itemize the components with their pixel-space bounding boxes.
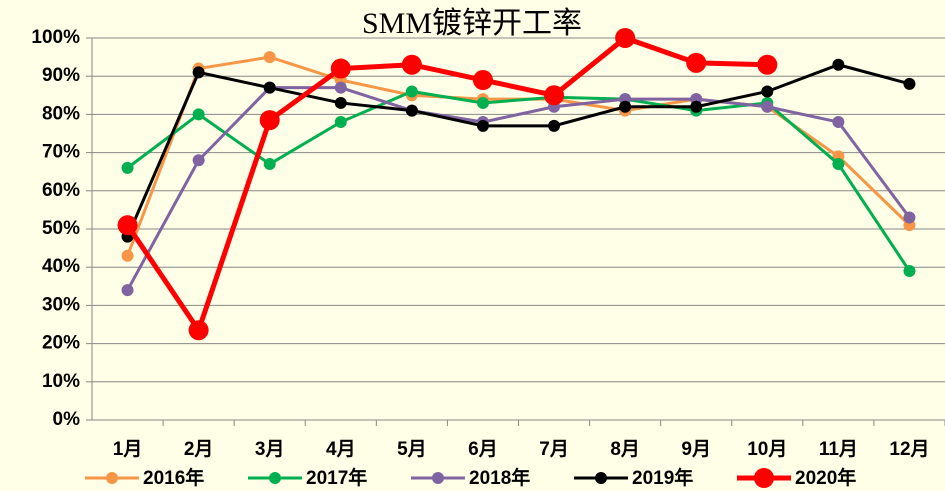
data-point — [619, 100, 632, 113]
y-tick-label: 100% — [31, 27, 80, 48]
y-tick-label: 40% — [42, 256, 80, 277]
data-point — [405, 104, 418, 117]
x-tick-label: 5月 — [397, 439, 427, 460]
data-point — [476, 119, 489, 132]
data-point — [117, 215, 138, 236]
y-tick-label: 60% — [42, 180, 80, 201]
x-tick-label: 6月 — [468, 439, 498, 460]
x-tick-label: 7月 — [539, 439, 569, 460]
x-tick-label: 9月 — [681, 439, 711, 460]
data-point — [757, 54, 778, 75]
data-point — [263, 51, 276, 64]
data-point — [334, 116, 347, 129]
data-point — [334, 96, 347, 109]
data-point — [405, 85, 418, 98]
data-point — [544, 85, 565, 106]
data-point — [401, 54, 422, 75]
x-tick-label: 12月 — [889, 439, 929, 460]
x-tick-label: 3月 — [255, 439, 285, 460]
data-point — [192, 154, 205, 167]
data-point — [192, 108, 205, 121]
legend-marker — [269, 472, 281, 484]
series-line — [126, 63, 910, 238]
data-point — [330, 58, 351, 79]
data-point — [263, 81, 276, 94]
y-tick-label: 30% — [42, 294, 80, 315]
data-point — [903, 211, 916, 224]
legend-label: 2016年 — [143, 466, 204, 489]
data-point — [903, 77, 916, 90]
series-line — [125, 35, 768, 336]
legend-label: 2017年 — [306, 466, 367, 489]
data-point — [263, 158, 276, 171]
data-point — [334, 81, 347, 94]
legend-marker — [754, 468, 774, 488]
data-point — [476, 96, 489, 109]
chart-title: SMM镀锌开工率 — [362, 7, 582, 40]
data-point — [259, 110, 280, 131]
data-point — [472, 70, 493, 91]
data-point — [121, 249, 134, 262]
data-point — [615, 28, 636, 48]
x-tick-label: 2月 — [184, 439, 214, 460]
data-point — [121, 161, 134, 174]
legend-marker — [432, 472, 444, 484]
data-point — [761, 100, 774, 113]
data-point — [686, 52, 707, 73]
x-tick-label: 4月 — [326, 439, 356, 460]
data-point — [192, 66, 205, 79]
data-point — [121, 284, 134, 297]
data-point — [690, 100, 703, 113]
data-point — [903, 265, 916, 278]
y-tick-label: 80% — [42, 103, 80, 124]
x-tick-label: 10月 — [747, 439, 787, 460]
y-tick-label: 0% — [53, 409, 81, 430]
data-point — [832, 116, 845, 129]
y-tick-label: 70% — [42, 142, 80, 163]
legend-marker — [595, 472, 607, 484]
data-point — [188, 320, 209, 341]
y-tick-label: 20% — [42, 333, 80, 354]
legend-label: 2020年 — [795, 466, 856, 489]
data-point — [548, 119, 561, 132]
y-tick-label: 90% — [42, 65, 80, 86]
y-tick-label: 50% — [42, 218, 80, 239]
x-tick-label: 11月 — [819, 439, 858, 460]
data-point — [832, 158, 845, 171]
data-point — [761, 85, 774, 98]
legend-label: 2019年 — [632, 466, 693, 489]
data-point — [832, 58, 845, 71]
x-tick-label: 1月 — [113, 439, 143, 460]
y-tick-label: 10% — [42, 371, 80, 392]
x-tick-label: 8月 — [610, 439, 640, 460]
series-line — [126, 86, 911, 291]
legend-label: 2018年 — [469, 466, 530, 489]
legend-marker — [106, 472, 118, 484]
